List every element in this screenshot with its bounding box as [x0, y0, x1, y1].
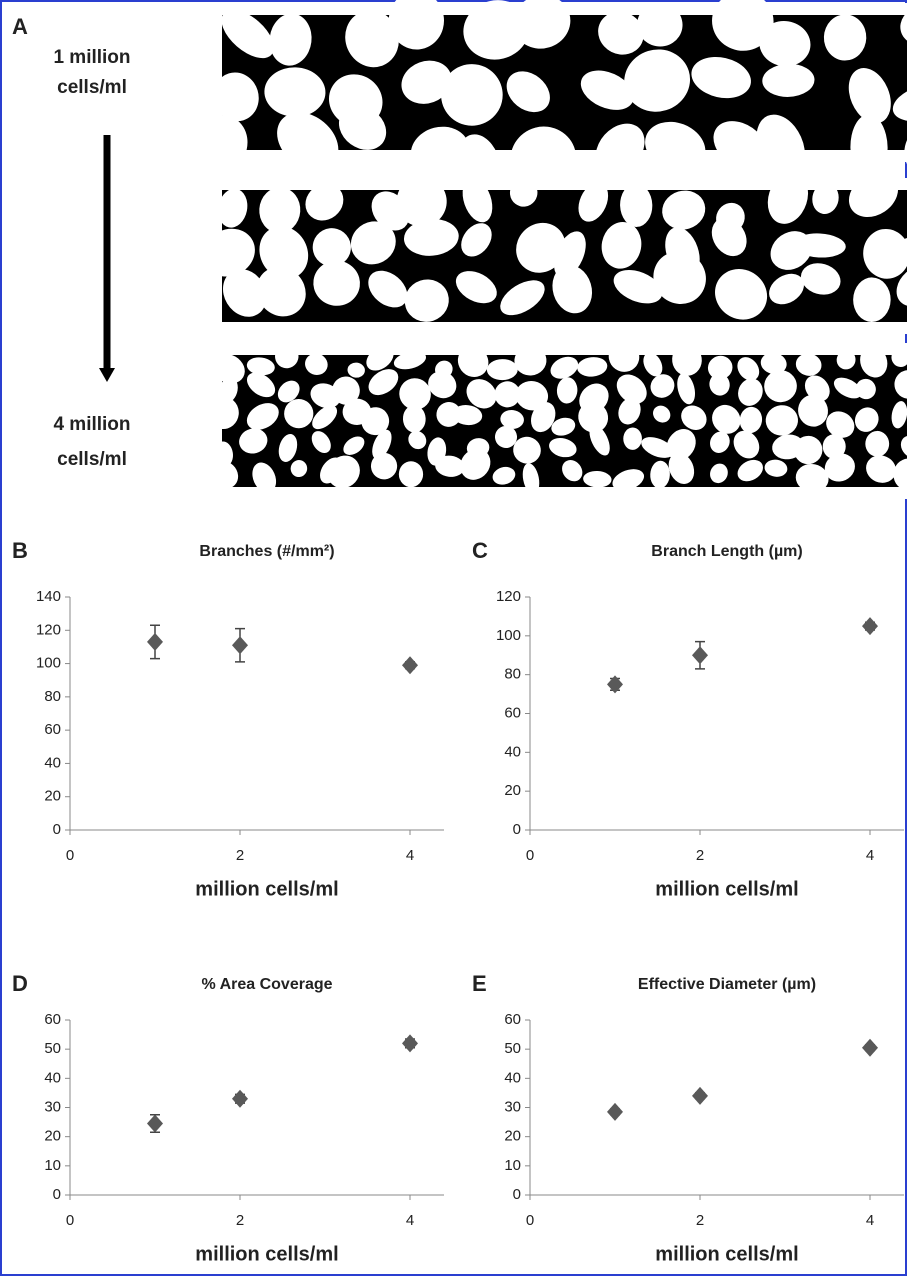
pore	[399, 461, 423, 487]
y-tick-label: 20	[44, 788, 61, 805]
y-tick-label: 40	[504, 743, 521, 760]
y-tick-label: 0	[513, 1186, 521, 1203]
y-tick-label: 140	[36, 588, 61, 605]
data-point	[692, 1087, 708, 1105]
x-tick-label: 0	[526, 847, 534, 864]
x-tick-label: 0	[66, 1212, 74, 1229]
strip-edge	[222, 3, 907, 15]
y-tick-label: 10	[44, 1157, 61, 1174]
x-tick-label: 4	[406, 1212, 414, 1229]
y-tick-label: 120	[496, 588, 521, 605]
panel-label: E	[472, 971, 487, 996]
strip-edge	[222, 150, 907, 162]
data-point	[232, 1090, 248, 1108]
y-tick-label: 0	[53, 1186, 61, 1203]
data-point	[607, 1103, 623, 1121]
x-tick-label: 4	[866, 847, 874, 864]
strip-edge	[222, 322, 907, 334]
x-tick-label: 0	[66, 847, 74, 864]
y-tick-label: 120	[36, 621, 61, 638]
y-tick-label: 30	[44, 1098, 61, 1115]
data-point	[607, 675, 623, 693]
x-tick-label: 2	[696, 847, 704, 864]
x-tick-label: 2	[696, 1212, 704, 1229]
y-tick-label: 60	[44, 1011, 61, 1028]
data-point	[147, 633, 163, 651]
y-tick-label: 60	[44, 721, 61, 738]
x-tick-label: 4	[866, 1212, 874, 1229]
figure: A 1 million cells/ml 4 million cells/ml …	[0, 0, 907, 1276]
strip-edge	[222, 343, 907, 355]
y-tick-label: 20	[44, 1128, 61, 1145]
y-tick-label: 0	[53, 821, 61, 838]
panel-label: B	[12, 538, 28, 563]
chart-title: % Area Coverage	[201, 976, 332, 993]
strip-edge	[222, 487, 907, 499]
x-axis-label: million cells/ml	[195, 1243, 338, 1265]
chart-title: Branch Length (µm)	[651, 543, 802, 560]
y-tick-label: 30	[504, 1098, 521, 1115]
y-tick-label: 20	[504, 782, 521, 799]
x-axis-label: million cells/ml	[195, 878, 338, 900]
x-tick-label: 2	[236, 847, 244, 864]
x-tick-label: 0	[526, 1212, 534, 1229]
density-label: 1 million	[53, 47, 130, 68]
network-images	[178, 0, 907, 499]
panel-label: C	[472, 538, 488, 563]
x-axis-label: million cells/ml	[655, 1243, 798, 1265]
data-point	[692, 646, 708, 664]
page: {"panel_a": {"label": "A", "top_lines": …	[0, 0, 907, 1276]
y-tick-label: 50	[44, 1040, 61, 1057]
y-tick-label: 40	[44, 1069, 61, 1086]
density-label: cells/ml	[57, 449, 127, 470]
y-tick-label: 20	[504, 1128, 521, 1145]
x-tick-label: 4	[406, 847, 414, 864]
data-point	[862, 1039, 878, 1057]
data-point	[862, 617, 878, 635]
data-point	[402, 656, 418, 674]
panel-label: A	[12, 14, 28, 39]
data-point	[402, 1034, 418, 1052]
y-tick-label: 0	[513, 821, 521, 838]
y-tick-label: 60	[504, 704, 521, 721]
y-tick-label: 40	[504, 1069, 521, 1086]
y-tick-label: 80	[44, 688, 61, 705]
y-tick-label: 10	[504, 1157, 521, 1174]
strip-edge	[222, 178, 907, 190]
chart-title: Effective Diameter (µm)	[638, 976, 816, 993]
data-point	[232, 636, 248, 654]
panel-label: D	[12, 971, 28, 996]
x-tick-label: 2	[236, 1212, 244, 1229]
y-tick-label: 50	[504, 1040, 521, 1057]
y-tick-label: 80	[504, 666, 521, 683]
y-tick-label: 60	[504, 1011, 521, 1028]
y-tick-label: 100	[36, 655, 61, 672]
density-label: cells/ml	[57, 77, 127, 98]
y-tick-label: 40	[44, 754, 61, 771]
data-point	[147, 1115, 163, 1133]
x-axis-label: million cells/ml	[655, 878, 798, 900]
chart-title: Branches (#/mm²)	[199, 543, 334, 560]
arrow-head	[99, 368, 115, 382]
y-tick-label: 100	[496, 627, 521, 644]
density-label: 4 million	[53, 414, 130, 435]
